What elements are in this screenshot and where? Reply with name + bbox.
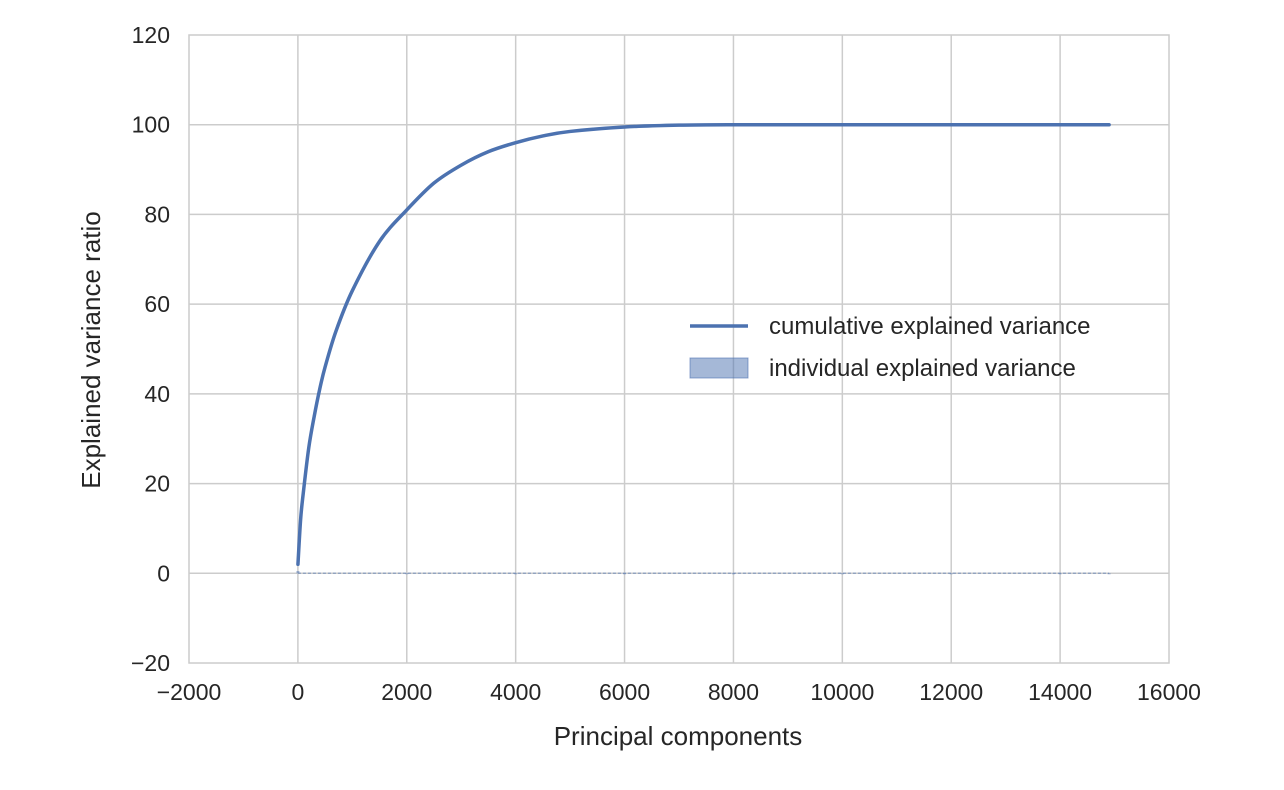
x-tick-label: 12000: [919, 679, 983, 705]
individual-variance-bar: [296, 571, 300, 574]
individual-variance-bar: [840, 573, 844, 575]
y-tick-label: 60: [144, 291, 170, 317]
cumulative-variance-line-group: [296, 122, 1111, 567]
x-tick-label: 16000: [1137, 679, 1201, 705]
individual-variance-bar: [1107, 573, 1111, 575]
x-tick-label: 0: [291, 679, 304, 705]
individual-variance-bar: [623, 573, 627, 575]
x-axis-label: Principal components: [554, 721, 803, 751]
legend-bar-swatch: [689, 357, 749, 379]
y-tick-label: −20: [131, 650, 170, 676]
individual-variance-bar: [1058, 573, 1062, 575]
x-tick-label: −2000: [157, 679, 222, 705]
individual-variance-bar: [949, 573, 953, 575]
x-tick-label: 6000: [599, 679, 650, 705]
y-tick-labels: −20 0 20 40 60 80 100 120: [131, 22, 170, 676]
y-tick-label: 20: [144, 471, 170, 497]
individual-variance-bar: [405, 573, 409, 575]
y-tick-label: 120: [132, 22, 170, 48]
y-tick-label: 80: [144, 201, 170, 227]
cumulative-variance-line: [296, 122, 1111, 567]
x-tick-labels: −2000 0 2000 4000 6000 8000 10000 12000 14000 160…: [157, 679, 1201, 705]
x-tick-label: 10000: [810, 679, 874, 705]
y-tick-label: 40: [144, 381, 170, 407]
y-tick-label: 100: [132, 112, 170, 138]
x-tick-label: 2000: [381, 679, 432, 705]
x-tick-label: 4000: [490, 679, 541, 705]
x-tick-label: 8000: [708, 679, 759, 705]
x-tick-label: 14000: [1028, 679, 1092, 705]
individual-variance-bar: [514, 573, 518, 575]
individual-variance-bars: [296, 571, 1111, 575]
y-tick-label: 0: [157, 560, 170, 586]
plot-area: [188, 34, 1170, 664]
individual-variance-bar: [731, 573, 735, 575]
y-axis-label: Explained variance ratio: [76, 211, 106, 489]
legend-label-cumulative: cumulative explained variance: [769, 313, 1091, 340]
legend: cumulative explained variance individual…: [689, 313, 1091, 382]
legend-label-individual: individual explained variance: [769, 355, 1076, 382]
